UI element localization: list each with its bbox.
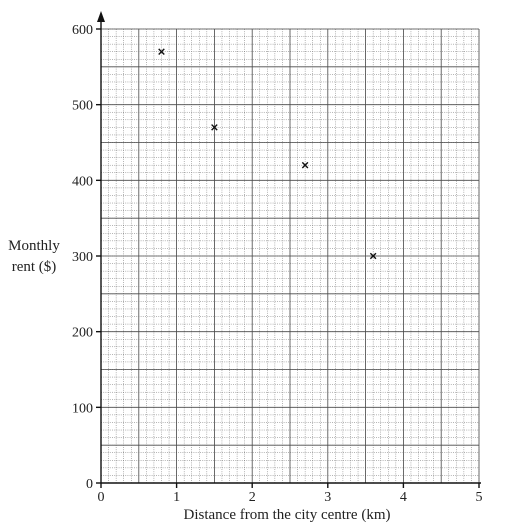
data-point <box>369 252 377 260</box>
y-tick-label: 300 <box>72 250 93 265</box>
y-axis-arrow <box>97 11 105 22</box>
x-tick-label: 5 <box>476 490 483 505</box>
y-axis-label-line-2: rent ($) <box>12 259 57 275</box>
x-axis-label: Distance from the city centre (km) <box>184 507 391 523</box>
data-point-stroke <box>211 124 218 131</box>
x-tick-label: 1 <box>173 490 180 505</box>
y-tick-label: 600 <box>72 23 93 38</box>
axes <box>97 11 481 484</box>
y-tick-label: 400 <box>72 174 93 189</box>
data-points <box>158 48 377 260</box>
x-tick-label: 0 <box>98 490 105 505</box>
data-point <box>301 161 309 169</box>
x-tick-label: 2 <box>249 490 256 505</box>
data-point-stroke <box>301 161 309 169</box>
axis-ticks: 0 1 2 3 4 5 0 100 200 300 400 500 600 <box>72 23 483 505</box>
y-tick-label: 100 <box>72 401 93 416</box>
data-point <box>211 124 218 131</box>
y-axis-label-line-1: Monthly <box>8 238 60 254</box>
data-point <box>158 48 165 55</box>
x-tick-label: 4 <box>400 490 407 505</box>
data-point-stroke <box>369 252 377 260</box>
y-tick-label: 200 <box>72 326 93 341</box>
x-tick-label: 3 <box>324 490 331 505</box>
y-tick-label: 0 <box>86 477 93 492</box>
y-tick-label: 500 <box>72 99 93 114</box>
major-grid <box>100 28 480 484</box>
data-point-stroke <box>158 48 165 55</box>
